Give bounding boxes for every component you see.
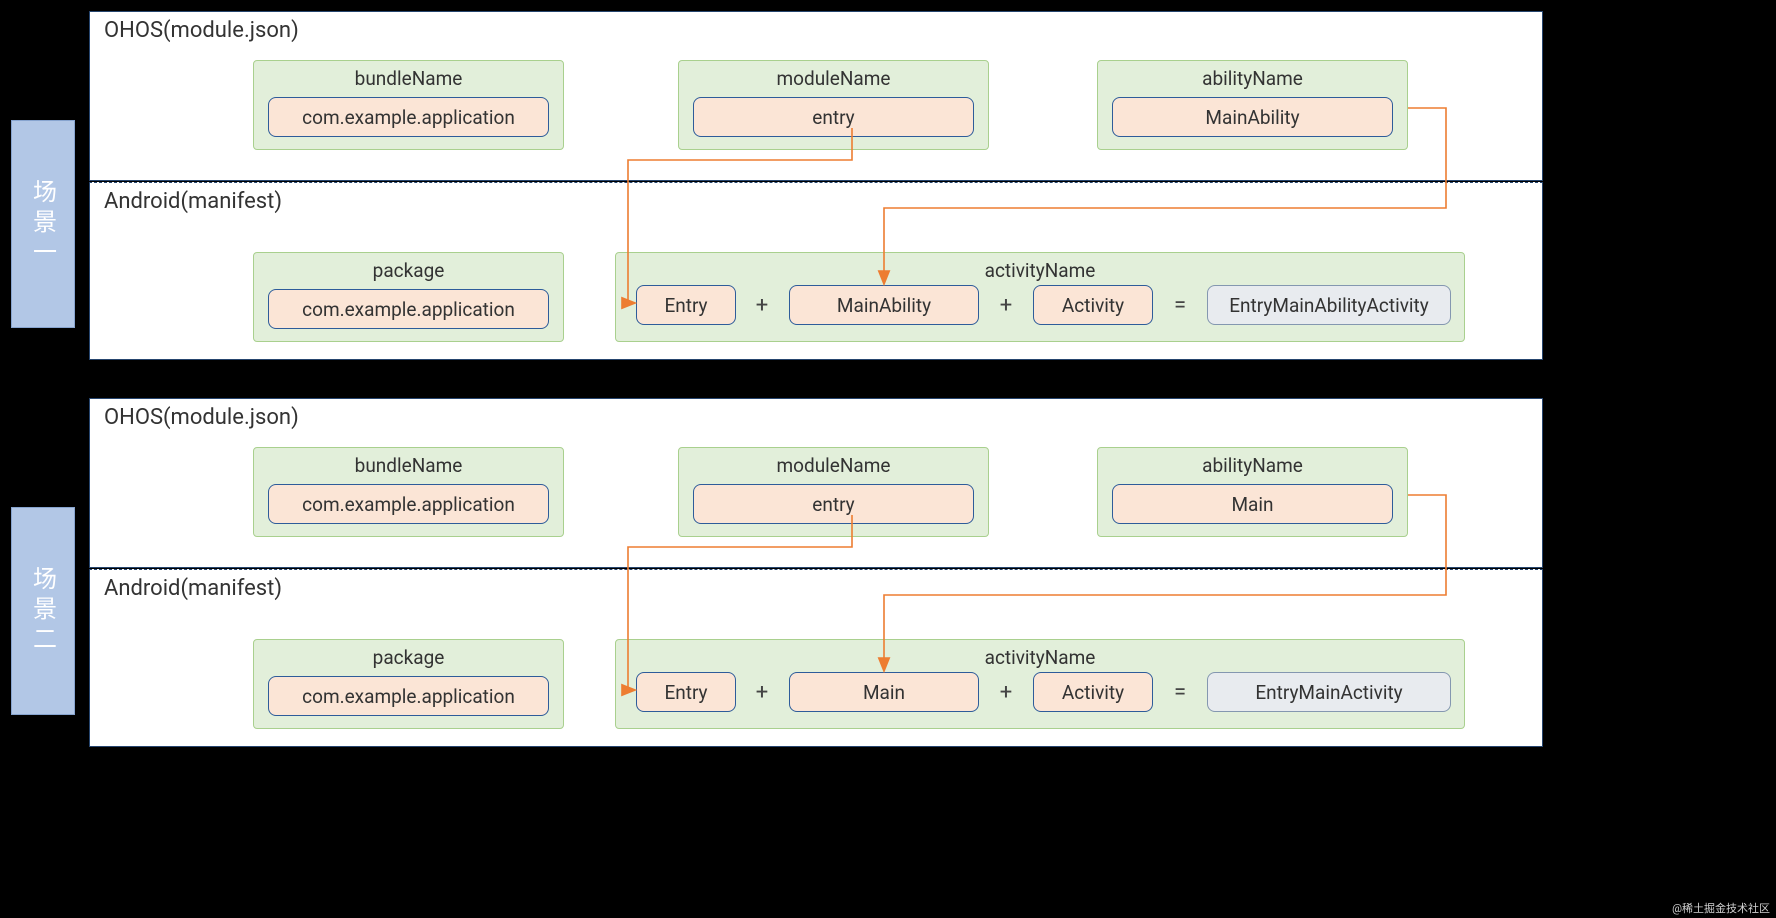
ohos-group-title: bundleName: [254, 67, 563, 90]
ohos-value-pill: MainAbility: [1112, 97, 1393, 137]
ohos-group-title: moduleName: [679, 454, 988, 477]
activity-part-pill: Main: [789, 672, 979, 712]
activity-part-pill: Activity: [1033, 672, 1153, 712]
activity-part-pill: MainAbility: [789, 285, 979, 325]
operator: =: [1165, 672, 1195, 712]
ohos-header: OHOS(module.json): [104, 18, 299, 43]
package-group-title: package: [254, 646, 563, 669]
ohos-group: abilityName MainAbility: [1097, 60, 1408, 150]
ohos-group: moduleName entry: [678, 60, 989, 150]
ohos-group: moduleName entry: [678, 447, 989, 537]
ohos-group: abilityName Main: [1097, 447, 1408, 537]
ohos-group-title: bundleName: [254, 454, 563, 477]
ohos-group: bundleName com.example.application: [253, 60, 564, 150]
package-group: package com.example.application: [253, 639, 564, 729]
operator: +: [747, 285, 777, 325]
package-value-pill: com.example.application: [268, 676, 549, 716]
package-group-title: package: [254, 259, 563, 282]
operator: +: [747, 672, 777, 712]
activity-group-title: activityName: [616, 259, 1464, 282]
ohos-value-pill: com.example.application: [268, 97, 549, 137]
package-group: package com.example.application: [253, 252, 564, 342]
ohos-value-pill: entry: [693, 484, 974, 524]
result-pill: EntryMainActivity: [1207, 672, 1451, 712]
operator: +: [991, 285, 1021, 325]
ohos-group: bundleName com.example.application: [253, 447, 564, 537]
watermark-text: @稀土掘金技术社区: [1672, 900, 1770, 916]
android-header: Android(manifest): [104, 189, 282, 214]
ohos-value-pill: Main: [1112, 484, 1393, 524]
result-pill: EntryMainAbilityActivity: [1207, 285, 1451, 325]
ohos-value-pill: com.example.application: [268, 484, 549, 524]
operator: +: [991, 672, 1021, 712]
ohos-header: OHOS(module.json): [104, 405, 299, 430]
ohos-group-title: abilityName: [1098, 454, 1407, 477]
activity-part-pill: Activity: [1033, 285, 1153, 325]
scene-label: 场景一: [11, 120, 75, 328]
scene-label: 场景二: [11, 507, 75, 715]
activity-group-title: activityName: [616, 646, 1464, 669]
diagram-stage: @稀土掘金技术社区 场景一 OHOS(module.json) bundleName…: [0, 0, 1776, 918]
activity-part-pill: Entry: [636, 672, 736, 712]
android-header: Android(manifest): [104, 576, 282, 601]
operator: =: [1165, 285, 1195, 325]
ohos-group-title: moduleName: [679, 67, 988, 90]
package-value-pill: com.example.application: [268, 289, 549, 329]
ohos-group-title: abilityName: [1098, 67, 1407, 90]
activity-part-pill: Entry: [636, 285, 736, 325]
ohos-value-pill: entry: [693, 97, 974, 137]
